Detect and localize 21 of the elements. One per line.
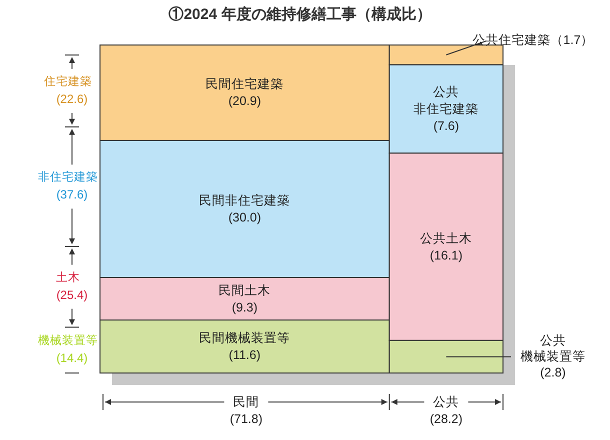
text: (22.6) (56, 92, 88, 106)
text: (71.8) (230, 412, 263, 426)
data-label: 民間非住宅建築(30.0) (199, 192, 290, 224)
category-label: 公共 (433, 395, 460, 409)
series-label: 機械装置等 (38, 334, 98, 348)
data-label: 民間土木(9.3) (218, 283, 271, 314)
data-label: 公共機械装置等(2.8) (520, 334, 586, 380)
text: (28.2) (430, 412, 463, 426)
data-label: 公共非住宅建築(7.6) (414, 84, 479, 133)
text: (14.4) (56, 351, 88, 366)
series-label: 非住宅建築 (38, 170, 98, 184)
series-label: 住宅建築 (43, 74, 92, 88)
data-label: 民間住宅建築(20.9) (206, 76, 284, 108)
series-label: 土木 (56, 270, 80, 284)
data-label: 公共土木(16.1) (420, 231, 472, 262)
data-label: 公共住宅建築（1.7） (472, 32, 594, 47)
text: (25.4) (56, 288, 88, 302)
data-label: 民間機械装置等(11.6) (199, 331, 290, 362)
text: ①2024 年度の維持修繕工事（構成比） (168, 5, 432, 23)
category-label: 民間 (233, 395, 260, 409)
text: (37.6) (56, 188, 88, 202)
